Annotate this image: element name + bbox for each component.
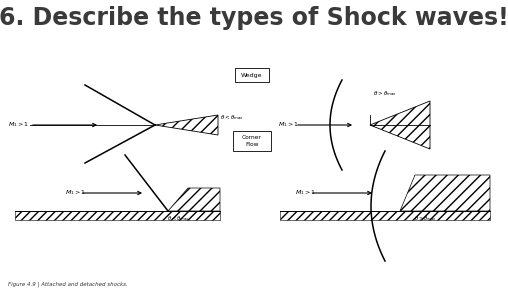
FancyBboxPatch shape bbox=[235, 68, 269, 82]
Polygon shape bbox=[168, 188, 220, 211]
Text: $M_1>1$: $M_1>1$ bbox=[295, 189, 316, 197]
Polygon shape bbox=[15, 211, 220, 220]
Text: $\theta > \theta_{max}$: $\theta > \theta_{max}$ bbox=[414, 214, 436, 223]
Text: $\theta < \theta_{max}$: $\theta < \theta_{max}$ bbox=[220, 114, 244, 122]
Polygon shape bbox=[400, 175, 490, 211]
Text: $M_1>1$: $M_1>1$ bbox=[65, 189, 86, 197]
Polygon shape bbox=[370, 101, 430, 149]
Text: Figure 4.9 | Attached and detached shocks.: Figure 4.9 | Attached and detached shock… bbox=[8, 282, 128, 287]
Text: 6. Describe the types of Shock waves!: 6. Describe the types of Shock waves! bbox=[0, 6, 508, 30]
Polygon shape bbox=[280, 211, 490, 220]
FancyBboxPatch shape bbox=[233, 131, 271, 151]
Text: $M_1>1$: $M_1>1$ bbox=[278, 120, 299, 130]
Text: $\theta > \theta_{max}$: $\theta > \theta_{max}$ bbox=[373, 89, 397, 98]
Polygon shape bbox=[155, 115, 218, 135]
Text: $M_1>1$: $M_1>1$ bbox=[8, 120, 29, 130]
Text: Wedge: Wedge bbox=[241, 72, 263, 78]
Text: Corner
Flow: Corner Flow bbox=[242, 135, 262, 147]
Text: $\theta < \theta_{max}$: $\theta < \theta_{max}$ bbox=[167, 214, 189, 223]
